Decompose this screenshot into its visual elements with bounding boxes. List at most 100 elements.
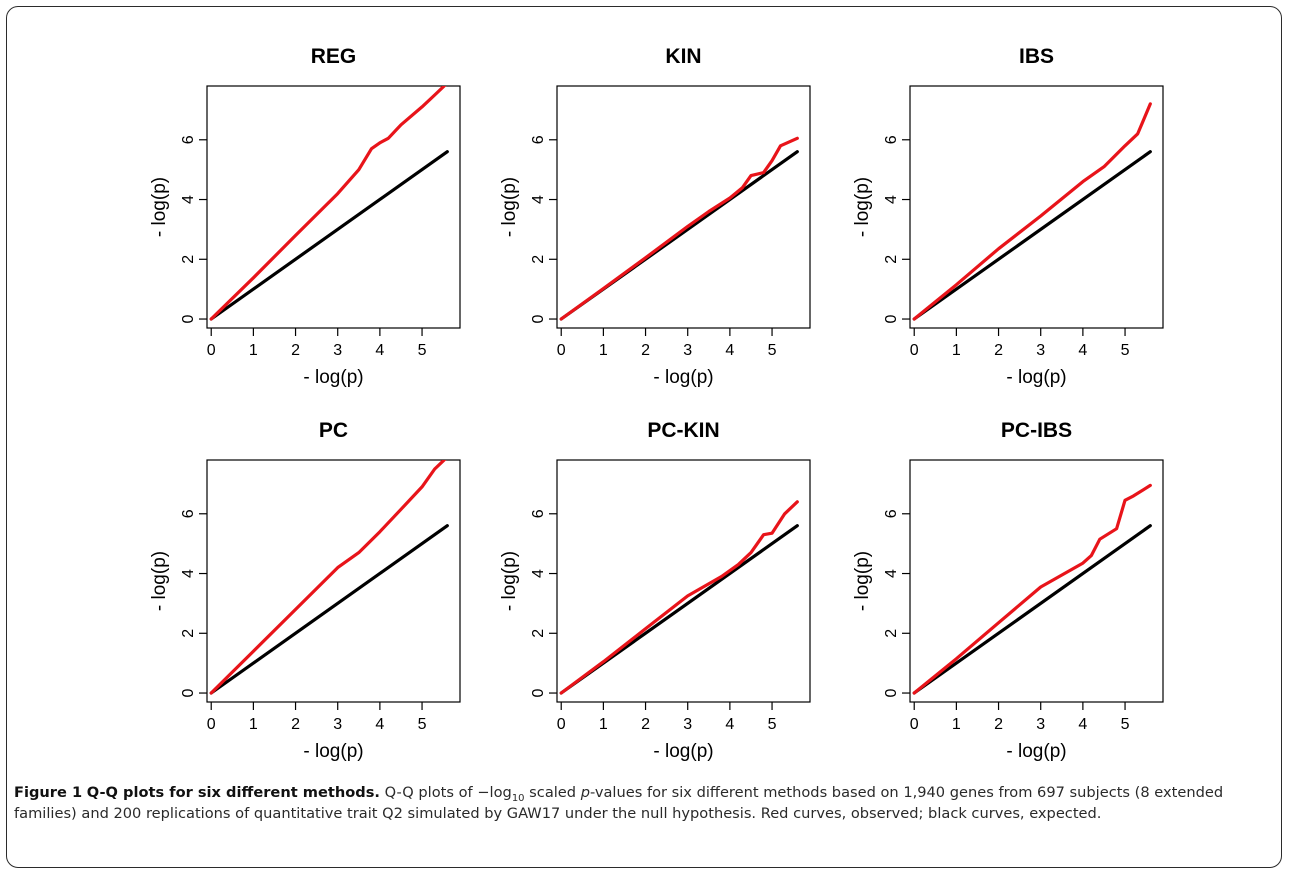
panel-title-pc-kin: PC-KIN [647, 419, 719, 442]
plot-frame-pc [206, 459, 461, 703]
caption-subscript: 10 [511, 792, 525, 804]
expected-line-reg [209, 150, 449, 321]
x-tick-label-reg-4: 4 [375, 342, 384, 359]
x-axis-label-ibs: - log(p) [1006, 367, 1066, 388]
figure-caption: Figure 1 Q-Q plots for six different met… [14, 782, 1276, 824]
x-tick-label-kin-3: 3 [683, 342, 692, 359]
plot-frame-ibs [909, 85, 1164, 329]
caption-text-3: -values for six different methods based … [14, 784, 1224, 822]
y-tick-label-reg-3: 6 [180, 135, 197, 144]
x-axis-label-pc-kin: - log(p) [653, 741, 713, 762]
expected-line-pc-ibs [912, 524, 1152, 695]
qq-plots-figure: REG 0 1 2 3 4 5 0 2 4 6 - log(p) - log(p) KIN 0 1 2 3 4 5 0 2… [149, 45, 1164, 762]
y-axis-label-ibs: - log(p) [852, 177, 873, 237]
observed-line-pc-ibs [912, 483, 1152, 695]
panel-title-kin: KIN [665, 45, 701, 68]
plot-frame-pc-kin [556, 459, 811, 703]
y-tick-label-pc-kin-2: 4 [530, 569, 547, 578]
x-tick-label-pc-1: 1 [249, 716, 258, 733]
observed-line-pc [209, 460, 447, 695]
x-tick-label-pc-kin-0: 0 [557, 716, 566, 733]
x-tick-label-pc-ibs-2: 2 [994, 716, 1003, 733]
y-tick-label-reg-0: 0 [180, 314, 197, 323]
panel-title-pc-ibs: PC-IBS [1001, 419, 1072, 442]
x-axis-label-kin: - log(p) [653, 367, 713, 388]
observed-line-kin [559, 136, 799, 321]
caption-label: Figure 1 [14, 784, 83, 801]
x-tick-label-kin-4: 4 [725, 342, 734, 359]
y-tick-label-pc-1: 2 [180, 629, 197, 638]
x-tick-label-ibs-4: 4 [1078, 342, 1087, 359]
y-tick-label-reg-1: 2 [180, 255, 197, 264]
y-axis-label-pc: - log(p) [149, 551, 170, 611]
x-tick-label-pc-ibs-5: 5 [1121, 716, 1130, 733]
caption-text-1: Q-Q plots of −log [379, 784, 512, 801]
y-tick-label-pc-ibs-2: 4 [883, 569, 900, 578]
x-tick-label-pc-ibs-1: 1 [952, 716, 961, 733]
y-tick-label-kin-2: 4 [530, 195, 547, 204]
x-tick-label-pc-4: 4 [375, 716, 384, 733]
y-tick-label-kin-3: 6 [530, 135, 547, 144]
panel-title-reg: REG [311, 45, 357, 68]
y-tick-label-pc-kin-1: 2 [530, 629, 547, 638]
x-tick-label-pc-kin-1: 1 [599, 716, 608, 733]
figure-frame [6, 6, 1282, 868]
x-tick-label-pc-0: 0 [207, 716, 216, 733]
y-tick-label-pc-kin-3: 6 [530, 509, 547, 518]
x-tick-label-pc-ibs-0: 0 [910, 716, 919, 733]
x-tick-label-ibs-2: 2 [994, 342, 1003, 359]
plot-frame-pc-ibs [909, 459, 1164, 703]
x-tick-label-reg-3: 3 [333, 342, 342, 359]
y-axis-label-pc-kin: - log(p) [499, 551, 520, 611]
x-tick-label-ibs-0: 0 [910, 342, 919, 359]
caption-p-italic: p [580, 784, 590, 801]
x-tick-label-pc-kin-2: 2 [641, 716, 650, 733]
x-tick-label-ibs-5: 5 [1121, 342, 1130, 359]
y-tick-label-kin-0: 0 [530, 314, 547, 323]
y-axis-label-kin: - log(p) [499, 177, 520, 237]
y-tick-label-ibs-2: 4 [883, 195, 900, 204]
x-axis-label-reg: - log(p) [303, 367, 363, 388]
x-tick-label-kin-1: 1 [599, 342, 608, 359]
y-tick-label-ibs-1: 2 [883, 255, 900, 264]
x-tick-label-kin-2: 2 [641, 342, 650, 359]
y-tick-label-pc-ibs-1: 2 [883, 629, 900, 638]
x-tick-label-ibs-1: 1 [952, 342, 961, 359]
observed-line-pc-kin [559, 500, 799, 695]
panel-title-ibs: IBS [1019, 45, 1054, 68]
y-tick-label-pc-ibs-0: 0 [883, 688, 900, 697]
x-axis-label-pc-ibs: - log(p) [1006, 741, 1066, 762]
y-tick-label-pc-2: 4 [180, 569, 197, 578]
plot-frame-reg [206, 85, 461, 329]
x-tick-label-pc-kin-3: 3 [683, 716, 692, 733]
x-tick-label-pc-kin-5: 5 [768, 716, 777, 733]
y-tick-label-pc-0: 0 [180, 688, 197, 697]
y-tick-label-reg-2: 4 [180, 195, 197, 204]
y-tick-label-pc-ibs-3: 6 [883, 509, 900, 518]
x-tick-label-ibs-3: 3 [1036, 342, 1045, 359]
x-tick-label-kin-0: 0 [557, 342, 566, 359]
x-axis-label-pc: - log(p) [303, 741, 363, 762]
y-tick-label-ibs-3: 6 [883, 135, 900, 144]
observed-line-reg [209, 86, 447, 321]
y-tick-label-pc-kin-0: 0 [530, 688, 547, 697]
y-tick-label-pc-3: 6 [180, 509, 197, 518]
caption-text-2: scaled [524, 784, 581, 801]
caption-title: Q-Q plots for six different methods. [86, 784, 380, 801]
observed-line-ibs [912, 102, 1152, 321]
x-tick-label-reg-2: 2 [291, 342, 300, 359]
x-tick-label-reg-1: 1 [249, 342, 258, 359]
x-tick-label-pc-3: 3 [333, 716, 342, 733]
x-tick-label-reg-5: 5 [418, 342, 427, 359]
x-tick-label-pc-kin-4: 4 [725, 716, 734, 733]
expected-line-pc [209, 524, 449, 695]
y-tick-label-kin-1: 2 [530, 255, 547, 264]
y-tick-label-ibs-0: 0 [883, 314, 900, 323]
y-axis-label-reg: - log(p) [149, 177, 170, 237]
x-tick-label-pc-5: 5 [418, 716, 427, 733]
x-tick-label-pc-ibs-4: 4 [1078, 716, 1087, 733]
x-tick-label-pc-2: 2 [291, 716, 300, 733]
plot-frame-kin [556, 85, 811, 329]
y-axis-label-pc-ibs: - log(p) [852, 551, 873, 611]
panel-title-pc: PC [319, 419, 348, 442]
